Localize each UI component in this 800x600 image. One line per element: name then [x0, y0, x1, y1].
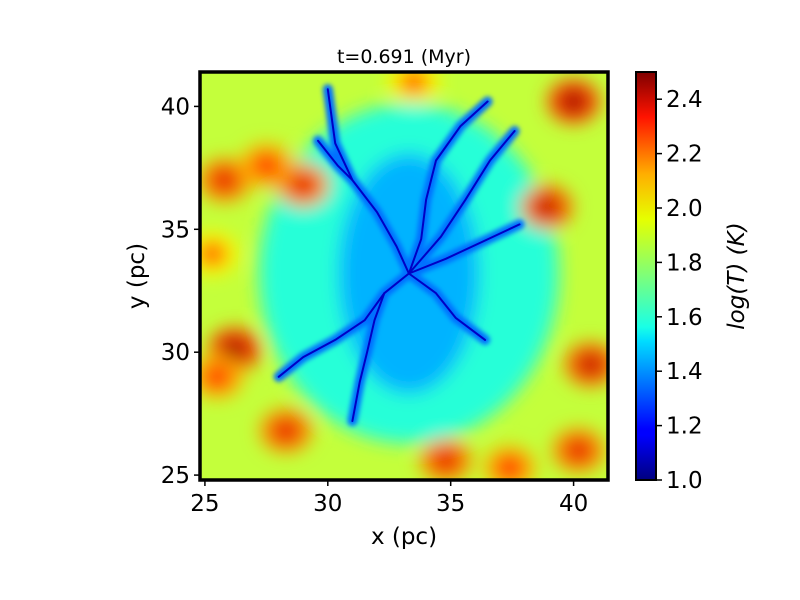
hot-region-core [203, 364, 232, 389]
cold-filament [407, 130, 516, 275]
colorbar-ticks: 1.0 1.2 1.4 1.6 1.8 2.0 2.2 2.4 [656, 87, 703, 494]
y-axis-label: y (pc) [124, 243, 150, 309]
y-tick-label: 35 [161, 217, 190, 243]
plot-frame [198, 70, 610, 482]
cold-filament [407, 223, 521, 275]
cold-filament [326, 88, 410, 275]
hot-region-core [399, 72, 428, 94]
cold-filament [407, 272, 487, 341]
hot-region-core [220, 337, 249, 362]
y-axis-ticks: 25 30 35 40 [161, 94, 200, 489]
cold-filament [277, 292, 386, 378]
y-tick-label: 30 [161, 340, 190, 366]
heatmap-field [200, 72, 608, 480]
hot-region-core [559, 89, 588, 114]
y-tick-label: 25 [161, 463, 190, 489]
hot-region-core [210, 168, 239, 193]
colorbar-tick-label: 1.8 [666, 250, 703, 276]
cold-filament [351, 272, 410, 422]
cold-filament-layer [273, 84, 525, 426]
x-tick-label: 35 [436, 491, 465, 517]
hot-region-core [495, 455, 524, 480]
x-axis-ticks: 25 30 35 40 [190, 480, 588, 517]
hot-region-core [252, 153, 281, 178]
y-tick-label: 40 [161, 94, 190, 120]
colorbar-tick-label: 1.6 [666, 305, 703, 331]
colorbar [635, 71, 657, 481]
hot-region-core [576, 352, 605, 377]
hot-region-core [272, 418, 301, 443]
chart-title: t=0.691 (Myr) [337, 46, 471, 68]
colorbar-label: log(T) (K) [724, 222, 750, 329]
colorbar-tick-label: 2.0 [666, 196, 703, 222]
x-tick-label: 30 [313, 491, 342, 517]
hot-region-core [532, 195, 561, 220]
x-axis-label: x (pc) [371, 524, 437, 550]
colorbar-tick-label: 2.4 [666, 87, 703, 113]
hot-region-core [564, 438, 593, 463]
hot-region-core [431, 448, 460, 473]
colorbar-tick-label: 2.2 [666, 142, 703, 168]
cold-filament [407, 100, 489, 275]
hot-region-core [289, 173, 318, 198]
x-tick-label: 40 [559, 491, 588, 517]
colorbar-tick-label: 1.0 [666, 468, 703, 494]
colorbar-tick-label: 1.4 [666, 359, 703, 385]
cold-filament [317, 139, 354, 182]
hot-region-core [200, 241, 227, 266]
x-tick-label: 25 [190, 491, 219, 517]
colorbar-tick-label: 1.2 [666, 414, 703, 440]
